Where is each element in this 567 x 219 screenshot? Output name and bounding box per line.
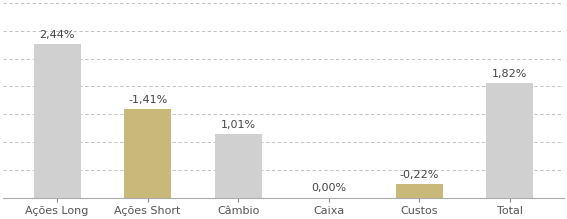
Text: -0,22%: -0,22% <box>400 170 439 180</box>
Text: 1,82%: 1,82% <box>492 69 527 79</box>
Bar <box>396 184 443 198</box>
Text: -1,41%: -1,41% <box>128 95 167 105</box>
Bar <box>33 44 81 198</box>
Bar <box>486 83 534 198</box>
Text: 0,00%: 0,00% <box>311 184 346 193</box>
Text: 1,01%: 1,01% <box>221 120 256 130</box>
Text: 2,44%: 2,44% <box>39 30 75 40</box>
Bar <box>215 134 262 198</box>
Bar <box>124 109 171 198</box>
